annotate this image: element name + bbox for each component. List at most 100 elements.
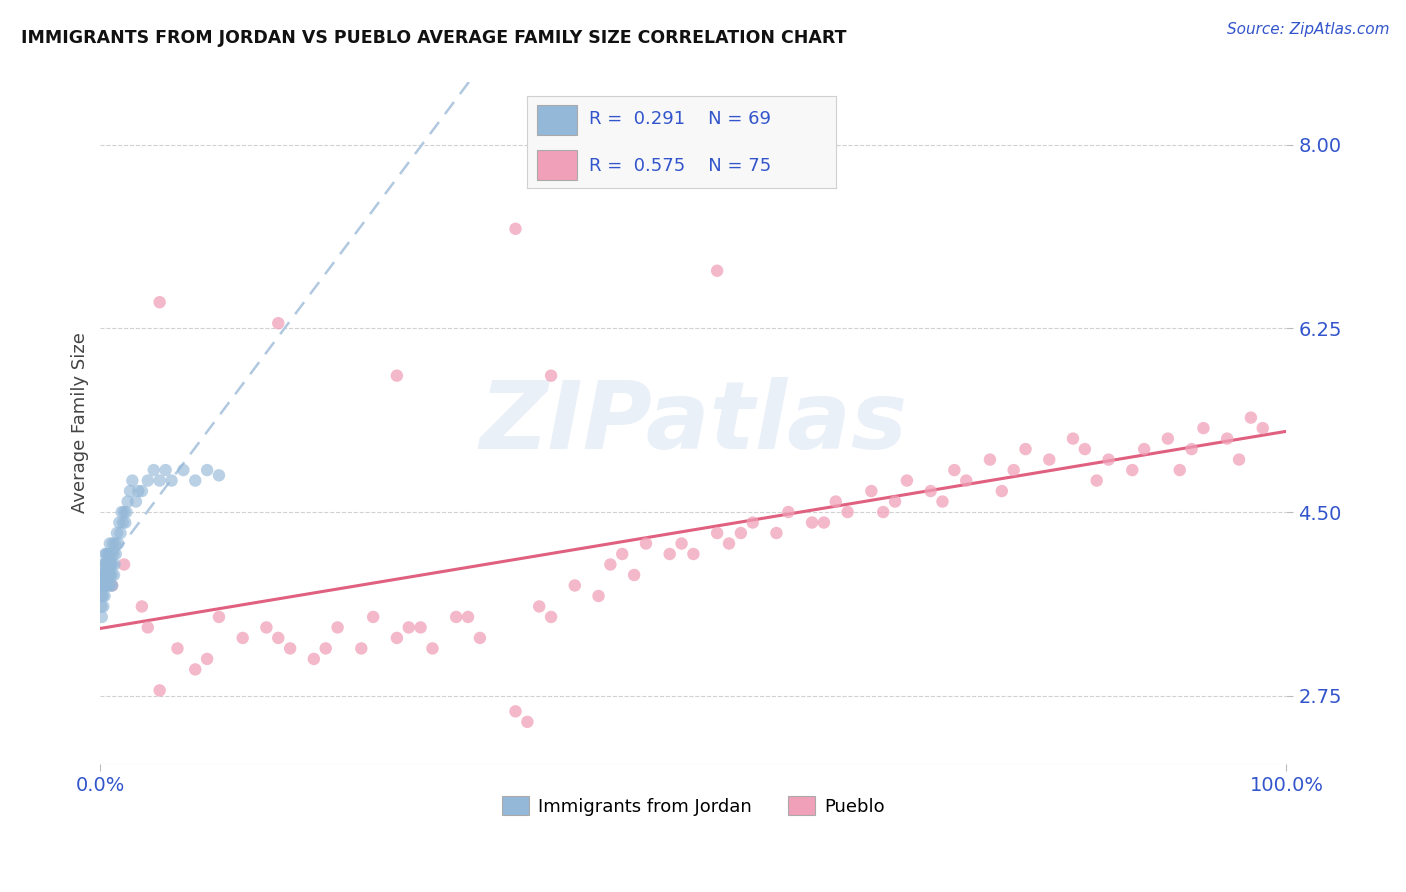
- Point: [104, 547, 127, 561]
- Point: [121, 474, 143, 488]
- Point: [98, 547, 121, 561]
- Point: [149, 474, 172, 488]
- Point: [149, 295, 172, 310]
- Point: [94, 568, 117, 582]
- Point: [195, 652, 218, 666]
- Point: [1157, 432, 1180, 446]
- Point: [96, 578, 118, 592]
- Point: [118, 484, 141, 499]
- Point: [278, 641, 301, 656]
- Point: [101, 536, 124, 550]
- Point: [1181, 442, 1204, 456]
- Point: [588, 589, 610, 603]
- Point: [208, 468, 231, 483]
- Point: [93, 568, 115, 582]
- Point: [860, 484, 883, 499]
- Point: [385, 631, 408, 645]
- Point: [505, 221, 527, 235]
- Point: [326, 620, 349, 634]
- Point: [101, 578, 124, 592]
- Point: [94, 578, 117, 592]
- Point: [801, 516, 824, 530]
- Point: [103, 558, 125, 572]
- Point: [516, 714, 538, 729]
- Point: [444, 610, 467, 624]
- Point: [896, 474, 918, 488]
- Point: [1038, 452, 1060, 467]
- Point: [91, 589, 114, 603]
- Point: [1251, 421, 1274, 435]
- Point: [98, 558, 121, 572]
- Point: [97, 558, 120, 572]
- Point: [111, 516, 134, 530]
- Text: ZIPatlas: ZIPatlas: [479, 376, 907, 469]
- Point: [302, 652, 325, 666]
- Point: [142, 463, 165, 477]
- Point: [131, 599, 153, 614]
- Point: [100, 568, 122, 582]
- Point: [131, 484, 153, 499]
- Point: [94, 558, 117, 572]
- Point: [100, 547, 122, 561]
- Text: Source: ZipAtlas.com: Source: ZipAtlas.com: [1226, 22, 1389, 37]
- Legend: Immigrants from Jordan, Pueblo: Immigrants from Jordan, Pueblo: [495, 789, 891, 823]
- Point: [634, 536, 657, 550]
- Point: [100, 568, 122, 582]
- Point: [101, 558, 124, 572]
- Point: [824, 494, 846, 508]
- Point: [991, 484, 1014, 499]
- Y-axis label: Average Family Size: Average Family Size: [72, 333, 89, 513]
- Point: [1216, 432, 1239, 446]
- Point: [943, 463, 966, 477]
- Point: [1014, 442, 1036, 456]
- Point: [127, 484, 149, 499]
- Point: [91, 558, 114, 572]
- Point: [267, 631, 290, 645]
- Point: [1240, 410, 1263, 425]
- Point: [114, 516, 136, 530]
- Point: [115, 505, 138, 519]
- Point: [110, 526, 132, 541]
- Point: [599, 558, 621, 572]
- Point: [741, 516, 763, 530]
- Point: [717, 536, 740, 550]
- Point: [1192, 421, 1215, 435]
- Point: [96, 573, 118, 587]
- Point: [104, 536, 127, 550]
- Point: [97, 578, 120, 592]
- Point: [505, 704, 527, 718]
- Point: [315, 641, 337, 656]
- Point: [103, 568, 125, 582]
- Text: IMMIGRANTS FROM JORDAN VS PUEBLO AVERAGE FAMILY SIZE CORRELATION CHART: IMMIGRANTS FROM JORDAN VS PUEBLO AVERAGE…: [21, 29, 846, 46]
- Point: [1133, 442, 1156, 456]
- Point: [97, 568, 120, 582]
- Point: [98, 558, 121, 572]
- Point: [112, 505, 135, 519]
- Point: [813, 516, 835, 530]
- Point: [125, 494, 148, 508]
- Point: [195, 463, 218, 477]
- Point: [1168, 463, 1191, 477]
- Point: [837, 505, 859, 519]
- Point: [1074, 442, 1097, 456]
- Point: [730, 526, 752, 541]
- Point: [540, 610, 562, 624]
- Point: [1121, 463, 1143, 477]
- Point: [96, 547, 118, 561]
- Point: [350, 641, 373, 656]
- Point: [398, 620, 420, 634]
- Point: [111, 505, 134, 519]
- Point: [468, 631, 491, 645]
- Point: [112, 558, 135, 572]
- Point: [778, 505, 800, 519]
- Point: [385, 368, 408, 383]
- Point: [540, 368, 562, 383]
- Point: [90, 610, 112, 624]
- Point: [136, 620, 159, 634]
- Point: [90, 599, 112, 614]
- Point: [98, 536, 121, 550]
- Point: [100, 558, 122, 572]
- Point: [1085, 474, 1108, 488]
- Point: [136, 474, 159, 488]
- Point: [1097, 452, 1119, 467]
